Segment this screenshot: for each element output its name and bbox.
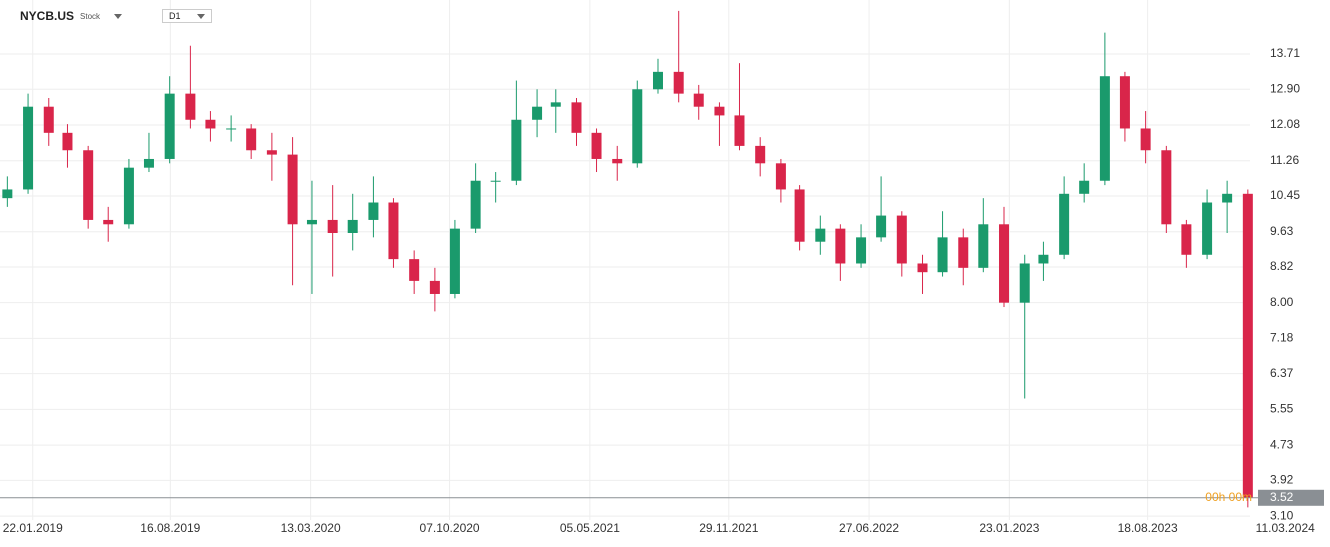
- candles: [2, 10, 1253, 508]
- candle-body: [2, 189, 13, 199]
- y-tick-label: 6.37: [1270, 366, 1294, 380]
- y-tick-label: 8.82: [1270, 259, 1294, 273]
- candle-body: [327, 219, 338, 233]
- candle-body: [571, 102, 582, 133]
- candle-body: [632, 89, 643, 164]
- y-tick-label: 8.00: [1270, 295, 1294, 309]
- candle-body: [490, 180, 501, 182]
- candle-body: [205, 119, 216, 129]
- y-tick-label: 10.45: [1270, 188, 1300, 202]
- candle-body: [1140, 128, 1151, 151]
- candle-body: [532, 106, 543, 120]
- candle-body: [62, 132, 73, 151]
- timeframe: D1: [169, 11, 181, 21]
- y-tick-label: 3.10: [1270, 508, 1294, 522]
- candle-body: [470, 180, 481, 229]
- candle-body: [815, 228, 826, 242]
- candle-body: [1242, 193, 1253, 498]
- timeframe-caret: [196, 13, 205, 19]
- candle-body: [368, 202, 379, 220]
- x-tick-label: 05.05.2021: [560, 521, 620, 535]
- candle-body: [835, 228, 846, 264]
- candle-body: [266, 150, 277, 155]
- candle-body: [449, 228, 460, 294]
- instrument-type: Stock: [80, 11, 101, 21]
- y-tick-label: 13.71: [1270, 46, 1300, 60]
- y-tick-label: 4.73: [1270, 437, 1294, 451]
- candle-body: [347, 219, 358, 233]
- candle-body: [794, 189, 805, 242]
- x-tick-label: 27.06.2022: [839, 521, 899, 535]
- symbol-dropdown[interactable]: [114, 13, 123, 19]
- timeframe-select[interactable]: D1: [162, 9, 212, 23]
- countdown: 00h 00m: [1205, 490, 1252, 504]
- y-tick-label: 12.08: [1270, 117, 1300, 131]
- candle-body: [775, 163, 786, 190]
- x-tick-label: 11.03.2024: [1256, 521, 1315, 535]
- x-tick-label: 29.11.2021: [699, 521, 758, 535]
- candle-body: [856, 237, 867, 264]
- candle-body: [917, 263, 928, 273]
- candle-body: [287, 154, 298, 225]
- y-tick-label: 7.18: [1270, 331, 1294, 345]
- x-tick-label: 18.08.2023: [1118, 521, 1178, 535]
- candle-body: [43, 106, 54, 133]
- x-tick-label: 23.01.2023: [979, 521, 1039, 535]
- candle-body: [103, 219, 114, 225]
- y-tick-label: 3.92: [1270, 473, 1294, 487]
- last-price-badge: [1258, 489, 1324, 506]
- candle-body: [652, 71, 663, 90]
- candle-body: [612, 158, 623, 164]
- candle-body: [1161, 150, 1172, 225]
- candle-body: [693, 93, 704, 107]
- chart-header: NYCB.US Stock D1: [20, 9, 212, 23]
- y-tick-label: 9.63: [1270, 224, 1294, 238]
- candle-body: [123, 167, 134, 225]
- candle-body: [1099, 76, 1110, 181]
- x-tick-label: 13.03.2020: [281, 521, 341, 535]
- candle-body: [164, 93, 175, 159]
- candle-body: [734, 115, 745, 146]
- candle-body: [1181, 224, 1192, 255]
- candle-body: [185, 93, 196, 120]
- candle-body: [246, 128, 257, 151]
- candle-body: [511, 119, 522, 181]
- candle-body: [1038, 254, 1049, 264]
- candle-body: [1059, 193, 1070, 255]
- candle-body: [1222, 193, 1233, 203]
- candle-body: [1079, 180, 1090, 194]
- candle-body: [429, 280, 440, 294]
- candle-body: [1119, 76, 1130, 129]
- candle-body: [958, 237, 969, 268]
- candle-body: [999, 224, 1010, 303]
- candle-body: [226, 128, 237, 130]
- candle-body: [83, 150, 94, 220]
- symbol[interactable]: NYCB.US: [20, 9, 75, 23]
- candle-body: [937, 237, 948, 273]
- candle-body: [876, 215, 887, 238]
- candle-body: [755, 145, 766, 164]
- candle-body: [550, 102, 561, 107]
- x-tick-label: 07.10.2020: [420, 521, 480, 535]
- y-tick-label: 12.90: [1270, 81, 1300, 95]
- candle-body: [591, 132, 602, 159]
- candle-body: [23, 106, 34, 190]
- candle-body: [978, 224, 989, 268]
- y-tick-label: 5.55: [1270, 402, 1294, 416]
- candle-body: [1202, 202, 1213, 255]
- candle-body: [673, 71, 684, 94]
- candle-body: [143, 158, 154, 168]
- candle-body: [388, 202, 399, 260]
- x-tick-label: 16.08.2019: [140, 521, 200, 535]
- candle-body: [1019, 263, 1030, 303]
- x-tick-label: 22.01.2019: [3, 521, 63, 535]
- candle-body: [714, 106, 725, 116]
- candle-body: [306, 219, 317, 225]
- y-tick-label: 11.26: [1270, 153, 1299, 167]
- last-price-label: 3.52: [1270, 490, 1294, 504]
- candle-body: [409, 259, 420, 281]
- candle-body: [896, 215, 907, 264]
